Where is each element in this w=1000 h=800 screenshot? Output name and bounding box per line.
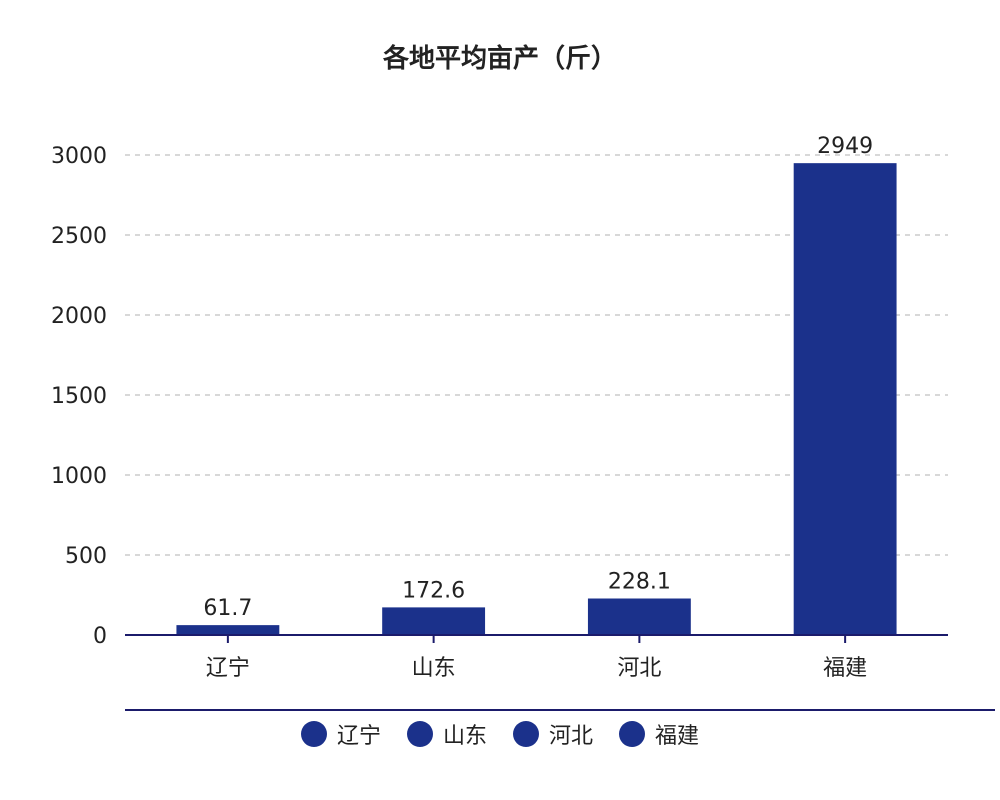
value-label: 172.6 [402, 578, 465, 603]
chart-title: 各地平均亩产（斤） [382, 44, 617, 74]
y-tick-label: 1000 [51, 464, 107, 489]
legend-label: 辽宁 [336, 724, 381, 749]
legend-item[interactable]: 河北 [513, 718, 593, 750]
value-label: 2949 [817, 134, 873, 159]
legend-label: 河北 [549, 724, 594, 749]
legend-label: 福建 [655, 724, 700, 749]
x-tick-label: 山东 [412, 656, 456, 681]
y-axis-ticks: 0 500 1000 1500 2000 2500 3000 [51, 144, 107, 649]
y-tick-label: 0 [93, 624, 107, 649]
value-labels: 61.7 172.6 228.1 2949 [203, 134, 873, 621]
bar [176, 625, 280, 635]
x-axis-ticks: 辽宁 山东 河北 福建 [206, 635, 867, 681]
legend-swatch [619, 721, 646, 747]
legend-item[interactable]: 山东 [406, 718, 487, 750]
value-label: 61.7 [203, 596, 252, 621]
x-tick-label: 辽宁 [206, 656, 250, 681]
legend-swatch [513, 721, 539, 747]
bar [587, 598, 691, 635]
legend-item[interactable]: 福建 [619, 718, 699, 750]
legend-label: 山东 [442, 724, 487, 749]
gridlines [125, 154, 948, 556]
legend: 辽宁 山东 河北 福建 [0, 718, 1000, 750]
x-tick-label: 福建 [823, 656, 867, 681]
y-tick-label: 500 [65, 544, 107, 569]
legend-item[interactable]: 辽宁 [300, 718, 381, 750]
bar [793, 163, 897, 635]
y-tick-label: 3000 [51, 144, 107, 169]
legend-swatch [300, 721, 327, 747]
bar [382, 607, 486, 635]
y-tick-label: 2000 [51, 304, 107, 329]
x-tick-label: 河北 [617, 656, 661, 681]
legend-swatch [406, 721, 433, 747]
y-tick-label: 2500 [51, 224, 107, 249]
bars [176, 163, 897, 635]
value-label: 228.1 [608, 570, 671, 595]
y-tick-label: 1500 [51, 384, 107, 409]
